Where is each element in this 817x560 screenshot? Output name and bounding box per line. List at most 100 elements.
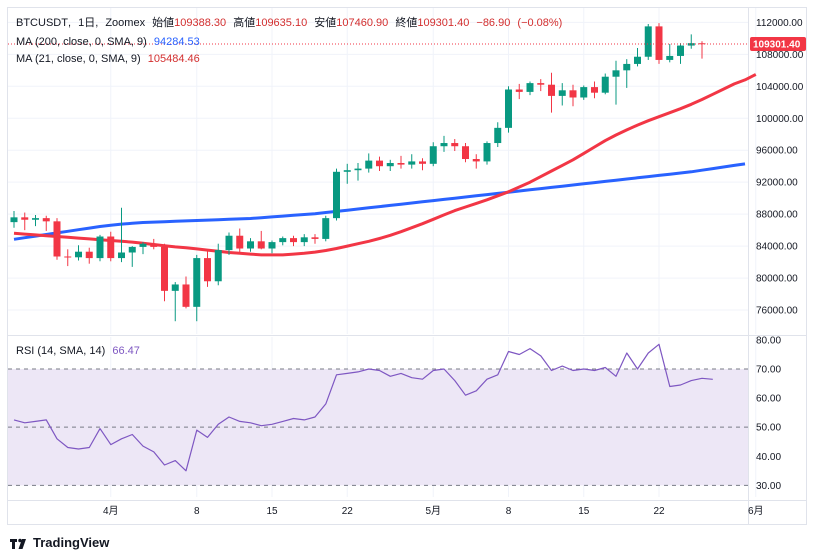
candle: [32, 214, 39, 227]
last-price-tag: [750, 36, 806, 51]
candle-body: [10, 217, 18, 223]
candle-body: [548, 84, 555, 96]
candle: [548, 72, 555, 113]
candle: [150, 238, 158, 250]
legend-ma21-value: 105484.46: [147, 53, 200, 65]
rsi-tick-label: 60.00: [756, 394, 781, 405]
candle-body: [462, 146, 469, 160]
candle: [386, 159, 394, 171]
candle: [515, 83, 523, 100]
candle-body: [591, 87, 598, 93]
time-tick-label: 15: [266, 506, 278, 517]
candle-body: [558, 90, 566, 96]
candle-body: [601, 76, 609, 93]
candle-body: [236, 235, 244, 249]
candle: [462, 143, 469, 163]
legend-exchange: Zoomex: [105, 17, 146, 29]
legend-ohlc: BTCUSDT, 1日, Zoomex 始値109388.30 高値109635…: [16, 17, 563, 29]
legend-low-value: 107460.90: [336, 17, 389, 29]
candle: [440, 135, 448, 152]
candle: [10, 210, 18, 228]
candle-body: [408, 161, 416, 165]
candle-body: [451, 143, 459, 147]
candle-body: [365, 160, 373, 169]
legend-rsi-label: RSI (14, SMA, 14): [16, 345, 106, 357]
candle-body: [257, 241, 265, 249]
price-tick-label: 88000.00: [756, 210, 798, 221]
candle-body: [64, 256, 72, 258]
legend-close-label: 終値: [395, 17, 418, 29]
rsi-tick-label: 30.00: [756, 481, 781, 492]
last-price-label: 109301.40: [753, 39, 801, 50]
candle-body: [623, 63, 631, 71]
candle: [53, 218, 61, 260]
time-tick-label: 8: [194, 506, 200, 517]
price-tick-label: 100000.00: [756, 114, 804, 125]
time-tick-label: 22: [342, 506, 354, 517]
candle-body: [429, 146, 437, 164]
candle: [193, 254, 201, 322]
rsi-tick-label: 40.00: [756, 452, 781, 463]
candle: [290, 235, 297, 247]
legend-open-value: 109388.30: [174, 17, 227, 29]
candle: [85, 247, 93, 264]
candle: [236, 228, 244, 253]
candle: [429, 142, 437, 167]
candle-body: [666, 55, 674, 60]
candle: [569, 84, 577, 107]
legend-high-value: 109635.10: [255, 17, 308, 29]
candle: [408, 154, 416, 169]
candle-body: [322, 218, 330, 239]
candle-body: [483, 143, 491, 162]
rsi-tick-label: 70.00: [756, 365, 781, 376]
legend-change-pct: (−0.08%): [517, 17, 563, 29]
candle-body: [311, 237, 319, 239]
candle: [343, 163, 351, 184]
legend-ma200: MA (200, close, 0, SMA, 9) 94284.53: [16, 35, 204, 49]
candle: [472, 154, 480, 169]
candle: [365, 153, 373, 173]
candle-body: [397, 163, 405, 165]
candle: [397, 155, 405, 169]
candle: [182, 276, 190, 309]
candle: [214, 243, 222, 286]
candle: [139, 242, 147, 255]
candle-body: [96, 236, 104, 259]
candle-body: [644, 26, 652, 57]
price-tick-label: 92000.00: [756, 178, 798, 189]
ma21-line: [13, 73, 757, 257]
candle: [494, 122, 502, 148]
legend-ma200-label: MA (200, close, 0, SMA, 9): [16, 36, 147, 48]
candle-body: [128, 246, 136, 253]
candle-body: [569, 90, 577, 98]
price-tick-label: 80000.00: [756, 274, 798, 285]
tradingview-logo-icon: [10, 538, 26, 549]
candle: [677, 43, 684, 64]
tradingview-footer[interactable]: TradingView: [10, 535, 109, 550]
price-tick-label: 104000.00: [756, 82, 804, 93]
candle: [376, 156, 383, 171]
candle: [225, 232, 233, 255]
candle-body: [505, 89, 512, 128]
candle-body: [171, 284, 179, 291]
candle-body: [386, 163, 394, 167]
candle: [634, 47, 641, 67]
legend-interval: 1日: [78, 17, 96, 29]
candle-body: [343, 170, 351, 172]
legend-high-label: 高値: [233, 17, 256, 29]
candle-body: [75, 251, 82, 258]
candle-body: [182, 284, 190, 307]
candle-body: [612, 70, 620, 77]
candle: [279, 236, 287, 246]
candle-body: [85, 251, 93, 259]
legend-low-label: 安値: [314, 17, 337, 29]
candle-body: [687, 43, 695, 46]
ma200-line: [13, 162, 746, 241]
candle: [268, 240, 276, 254]
price-tick-label: 112000.00: [756, 18, 803, 29]
candle: [623, 59, 631, 88]
candle: [451, 139, 459, 152]
candle: [247, 238, 254, 252]
legend-close-value: 109301.40: [417, 17, 470, 29]
